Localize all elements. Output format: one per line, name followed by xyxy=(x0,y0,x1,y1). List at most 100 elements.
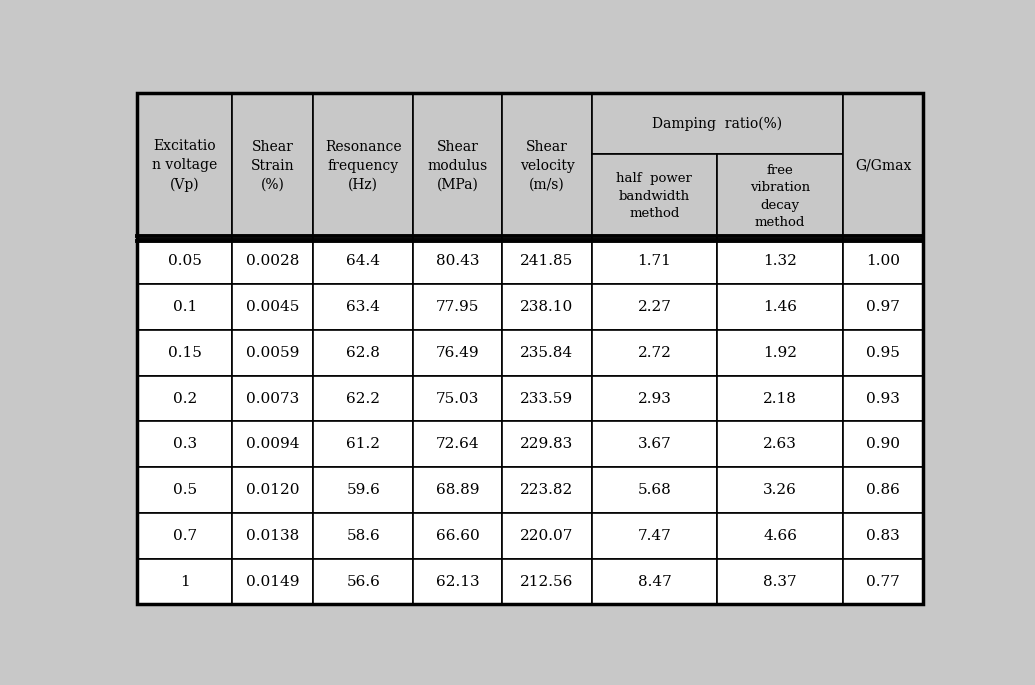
Text: 7.47: 7.47 xyxy=(638,529,672,543)
Bar xyxy=(502,284,592,330)
Bar xyxy=(717,421,842,467)
Bar xyxy=(138,238,923,604)
Text: 2.72: 2.72 xyxy=(638,346,672,360)
Bar xyxy=(592,284,717,330)
Bar xyxy=(413,284,502,330)
Text: 238.10: 238.10 xyxy=(521,300,573,314)
Text: 72.64: 72.64 xyxy=(436,437,479,451)
Bar xyxy=(314,92,413,238)
Bar xyxy=(413,421,502,467)
Text: G/Gmax: G/Gmax xyxy=(855,159,912,173)
Text: 66.60: 66.60 xyxy=(436,529,480,543)
Text: 63.4: 63.4 xyxy=(347,300,380,314)
Bar xyxy=(592,559,717,604)
Text: 0.77: 0.77 xyxy=(866,575,900,588)
Text: 8.47: 8.47 xyxy=(638,575,672,588)
Text: 59.6: 59.6 xyxy=(347,483,380,497)
Text: 1.92: 1.92 xyxy=(763,346,797,360)
Bar xyxy=(314,330,413,376)
Text: 0.97: 0.97 xyxy=(866,300,900,314)
Text: 58.6: 58.6 xyxy=(347,529,380,543)
Text: 1.00: 1.00 xyxy=(866,254,900,269)
Bar xyxy=(138,92,233,238)
Bar xyxy=(502,376,592,421)
Text: 2.27: 2.27 xyxy=(638,300,672,314)
Bar xyxy=(138,284,233,330)
Text: 220.07: 220.07 xyxy=(521,529,573,543)
Bar xyxy=(592,376,717,421)
Bar xyxy=(502,467,592,513)
Bar xyxy=(592,238,717,284)
Bar xyxy=(413,513,502,559)
Text: 229.83: 229.83 xyxy=(521,437,573,451)
Bar xyxy=(717,330,842,376)
Bar xyxy=(314,238,413,284)
Text: 3.67: 3.67 xyxy=(638,437,672,451)
Bar xyxy=(592,154,717,238)
Text: 80.43: 80.43 xyxy=(436,254,479,269)
Text: 4.66: 4.66 xyxy=(763,529,797,543)
Text: half  power
bandwidth
method: half power bandwidth method xyxy=(617,172,692,221)
Text: Damping  ratio(%): Damping ratio(%) xyxy=(652,116,782,131)
Text: 62.13: 62.13 xyxy=(436,575,479,588)
Text: 61.2: 61.2 xyxy=(346,437,380,451)
Bar xyxy=(592,467,717,513)
Bar xyxy=(233,376,314,421)
Bar xyxy=(314,284,413,330)
Bar xyxy=(138,330,233,376)
Bar xyxy=(717,467,842,513)
Text: 0.15: 0.15 xyxy=(168,346,202,360)
Text: 233.59: 233.59 xyxy=(521,392,573,406)
Bar xyxy=(592,513,717,559)
Text: 64.4: 64.4 xyxy=(346,254,380,269)
Bar xyxy=(842,559,923,604)
Bar xyxy=(314,513,413,559)
Text: 223.82: 223.82 xyxy=(521,483,573,497)
Bar xyxy=(138,376,233,421)
Text: 0.0059: 0.0059 xyxy=(246,346,299,360)
Text: 0.86: 0.86 xyxy=(866,483,900,497)
Bar xyxy=(413,92,502,238)
Bar xyxy=(717,376,842,421)
Text: 0.0028: 0.0028 xyxy=(246,254,299,269)
Bar xyxy=(717,238,842,284)
Text: 62.8: 62.8 xyxy=(347,346,380,360)
Text: 0.0138: 0.0138 xyxy=(246,529,299,543)
Bar xyxy=(413,376,502,421)
Text: 1.46: 1.46 xyxy=(763,300,797,314)
Bar xyxy=(314,421,413,467)
Text: Excitatio
n voltage
(Vp): Excitatio n voltage (Vp) xyxy=(152,140,217,192)
Bar xyxy=(138,421,233,467)
Text: 2.93: 2.93 xyxy=(638,392,672,406)
Text: 0.05: 0.05 xyxy=(168,254,202,269)
Bar xyxy=(413,467,502,513)
Bar xyxy=(592,330,717,376)
Text: Resonance
frequency
(Hz): Resonance frequency (Hz) xyxy=(325,140,402,192)
Text: 8.37: 8.37 xyxy=(763,575,797,588)
Bar xyxy=(592,421,717,467)
Text: 2.63: 2.63 xyxy=(763,437,797,451)
Text: 0.0120: 0.0120 xyxy=(246,483,299,497)
Bar xyxy=(233,421,314,467)
Bar xyxy=(413,330,502,376)
Bar xyxy=(233,467,314,513)
Bar xyxy=(314,376,413,421)
Bar xyxy=(233,284,314,330)
Text: 0.95: 0.95 xyxy=(866,346,900,360)
Bar xyxy=(502,559,592,604)
Text: Shear
velocity
(m/s): Shear velocity (m/s) xyxy=(520,140,574,192)
Text: 0.7: 0.7 xyxy=(173,529,197,543)
Text: 68.89: 68.89 xyxy=(436,483,479,497)
Text: 1.71: 1.71 xyxy=(638,254,672,269)
Text: 1.32: 1.32 xyxy=(763,254,797,269)
Bar xyxy=(138,559,233,604)
Bar xyxy=(233,92,314,238)
Text: 241.85: 241.85 xyxy=(521,254,573,269)
Bar xyxy=(413,559,502,604)
Bar xyxy=(314,559,413,604)
Bar xyxy=(138,92,923,238)
Bar xyxy=(138,238,233,284)
Text: 0.2: 0.2 xyxy=(173,392,197,406)
Bar xyxy=(717,284,842,330)
Bar xyxy=(502,238,592,284)
